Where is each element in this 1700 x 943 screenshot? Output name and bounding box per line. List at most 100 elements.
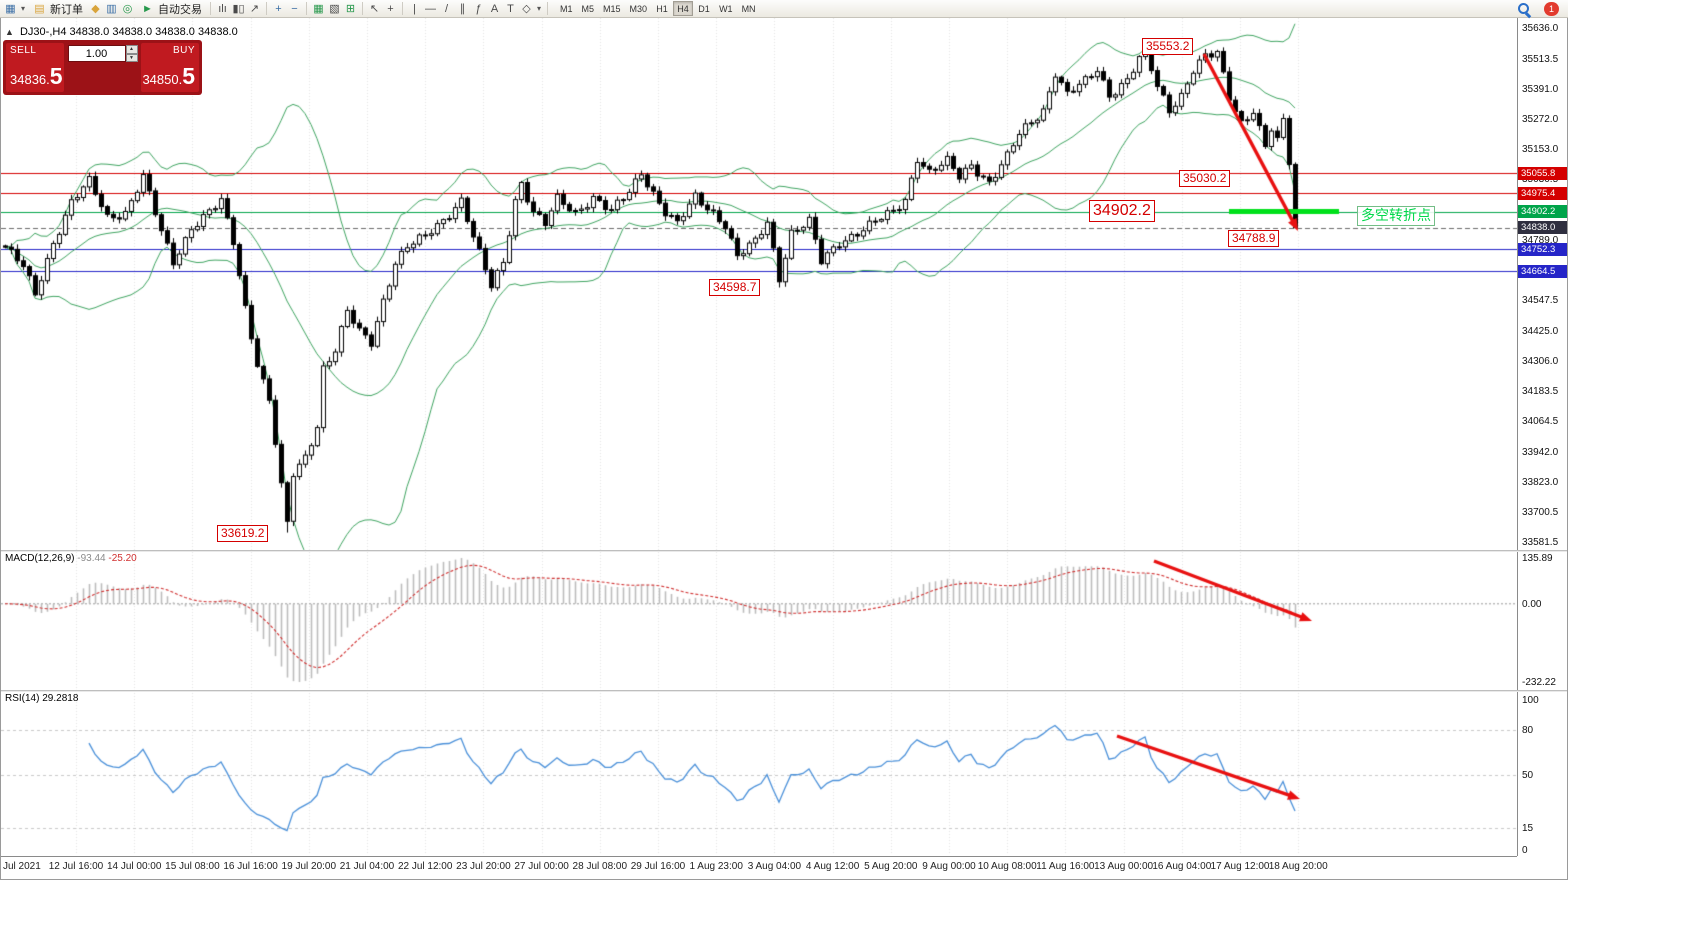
bar-chart-icon[interactable]: ılı (218, 2, 227, 15)
candlestick-chart-icon[interactable]: ▮▯ (232, 3, 245, 15)
volume-down-button[interactable]: ▼ (125, 53, 138, 62)
buy-button[interactable]: BUY 34850.5 (141, 43, 199, 92)
buy-price: 34850.5 (142, 63, 195, 89)
trendline-tool-icon[interactable]: / (444, 2, 449, 15)
toolbar-separator (362, 2, 363, 15)
volume-input[interactable] (67, 45, 126, 62)
time-axis-label: 29 Jul 16:00 (630, 861, 686, 872)
time-axis-label: 16 Aug 04:00 (1152, 861, 1212, 872)
fibonacci-tool-icon[interactable]: ƒ (475, 2, 482, 15)
navigator-icon[interactable]: ◎ (122, 3, 133, 15)
vertical-line-tool-icon[interactable]: | (413, 2, 416, 15)
timeframe-w1[interactable]: W1 (719, 3, 733, 14)
price-scale-label: 34064.5 (1522, 416, 1559, 428)
price-tag: 34838.0 (1518, 221, 1567, 235)
line-chart-icon[interactable]: ↗ (249, 3, 260, 15)
price-level-annotation[interactable]: 34598.7 (709, 279, 761, 296)
time-axis-label: 15 Jul 08:00 (165, 861, 220, 872)
price-tag: 35055.8 (1518, 166, 1567, 180)
zoom-in-icon[interactable]: + (275, 2, 282, 15)
macd-panel-divider[interactable] (1, 550, 1567, 552)
toolbar-separator (266, 2, 267, 15)
price-level-annotation[interactable]: 33619.2 (217, 525, 269, 542)
zoom-out-icon[interactable]: − (291, 2, 298, 15)
price-tag: 34664.5 (1518, 264, 1567, 278)
time-axis-label: 5 Aug 20:00 (864, 861, 918, 872)
price-scale-label: 35153.0 (1522, 143, 1559, 155)
timeframe-m15[interactable]: M15 (603, 3, 621, 14)
tile-windows-icon[interactable]: ▦ (313, 3, 324, 15)
price-scale-label: 33581.5 (1522, 537, 1559, 548)
time-axis-label: 13 Aug 00:00 (1094, 861, 1154, 872)
toolbar-separator (210, 2, 211, 15)
metaeditor-icon[interactable]: ◆ (91, 3, 100, 15)
crosshair-icon[interactable]: + (387, 2, 394, 15)
new-chart-caret-icon[interactable]: ▾ (20, 4, 25, 13)
indicators-icon[interactable]: ⊞ (345, 3, 356, 15)
price-scale-label: 34425.0 (1522, 325, 1559, 337)
rsi-scale-label: 0 (1522, 845, 1528, 856)
new-order-label: 新订单 (50, 3, 83, 16)
market-watch-icon[interactable]: ▥ (106, 3, 117, 15)
price-level-annotation[interactable]: 34788.9 (1228, 230, 1280, 247)
price-scale-label: 33942.0 (1522, 446, 1559, 458)
time-axis[interactable]: Jul 2021 12 Jul 16:00 14 Jul 00:00 15 Jul 0… (1, 856, 1517, 879)
autotrading-label: 自动交易 (158, 3, 202, 16)
toolbar-separator (547, 2, 548, 15)
macd-scale-label: 135.89 (1522, 553, 1553, 564)
time-axis-label: 18 Aug 20:00 (1268, 861, 1328, 872)
price-scale-label: 34789.0 (1522, 234, 1559, 246)
timeframe-group: M1 M5 M15 M30 H1 H4 D1 W1 MN (556, 1, 760, 16)
autotrading-play-icon: ► (142, 2, 153, 15)
toolbar-separator (306, 2, 307, 15)
cursor-icon[interactable]: ↖ (369, 3, 380, 15)
chart-canvas[interactable] (1, 18, 1517, 856)
timeframe-h1[interactable]: H1 (656, 3, 668, 14)
new-chart-icon[interactable]: ▦ (5, 3, 16, 15)
price-scale-label: 34183.5 (1522, 386, 1559, 398)
price-scale-label: 33823.0 (1522, 476, 1559, 488)
time-axis-label: 23 Jul 20:00 (456, 861, 511, 872)
price-level-annotation[interactable]: 35030.2 (1179, 170, 1231, 187)
text-tool-icon[interactable]: A (490, 2, 499, 15)
text-label-tool-icon[interactable]: T (507, 2, 514, 15)
price-scale-label: 35636.0 (1522, 23, 1559, 34)
timeframe-m30[interactable]: M30 (629, 3, 648, 14)
price-scale-label: 35513.5 (1522, 53, 1559, 65)
volume-up-button[interactable]: ▲ (125, 45, 138, 54)
new-order-button[interactable]: ▤ 新订单 (28, 1, 87, 17)
time-axis-label: 19 Jul 20:00 (281, 861, 337, 872)
timeframe-h4[interactable]: H4 (673, 1, 694, 16)
toolbar-separator (402, 2, 403, 15)
sell-price: 34836.5 (10, 63, 63, 89)
time-axis-label: Jul 2021 (3, 861, 41, 872)
price-scale-label: 34306.0 (1522, 355, 1559, 367)
time-axis-label: 4 Aug 12:00 (805, 861, 860, 872)
rsi-panel-divider[interactable] (1, 690, 1567, 692)
timeframe-d1[interactable]: D1 (698, 3, 710, 14)
timeframe-m1[interactable]: M1 (560, 3, 573, 14)
community-badge[interactable]: 1 (1544, 1, 1559, 16)
search-icon[interactable] (1517, 2, 1531, 16)
time-axis-label: 28 Jul 08:00 (572, 861, 628, 872)
cascade-windows-icon[interactable]: ▧ (329, 3, 340, 15)
trade-panel-collapse-icon[interactable]: ▲ (5, 27, 14, 37)
shapes-tool-icon[interactable]: ◇ (522, 3, 531, 15)
time-axis-label: 14 Jul 00:00 (106, 861, 162, 872)
one-click-trading-panel: SELL 34836.5 ▲ ▼ BUY 34850.5 (3, 40, 202, 95)
timeframe-mn[interactable]: MN (741, 3, 756, 14)
autotrading-button[interactable]: ► 自动交易 (136, 1, 206, 17)
turning-point-annotation[interactable]: 多空转折点 (1357, 206, 1435, 226)
price-scale[interactable]: 35636.0 35513.5 35391.0 35272.0 35153.0 35030… (1517, 18, 1567, 856)
timeframe-m5[interactable]: M5 (581, 3, 595, 14)
price-level-annotation[interactable]: 34902.2 (1089, 200, 1155, 222)
time-axis-label: 27 Jul 00:00 (514, 861, 569, 872)
shapes-caret-icon[interactable]: ▾ (536, 4, 541, 13)
time-axis-label: 11 Aug 16:00 (1036, 861, 1095, 872)
price-level-annotation[interactable]: 35553.2 (1142, 38, 1194, 55)
time-axis-label: 9 Aug 00:00 (922, 861, 976, 872)
horizontal-line-tool-icon[interactable]: — (425, 2, 436, 15)
time-axis-label: 1 Aug 23:00 (689, 861, 743, 872)
sell-button[interactable]: SELL 34836.5 (6, 43, 64, 92)
channel-tool-icon[interactable]: ∥ (459, 3, 466, 15)
